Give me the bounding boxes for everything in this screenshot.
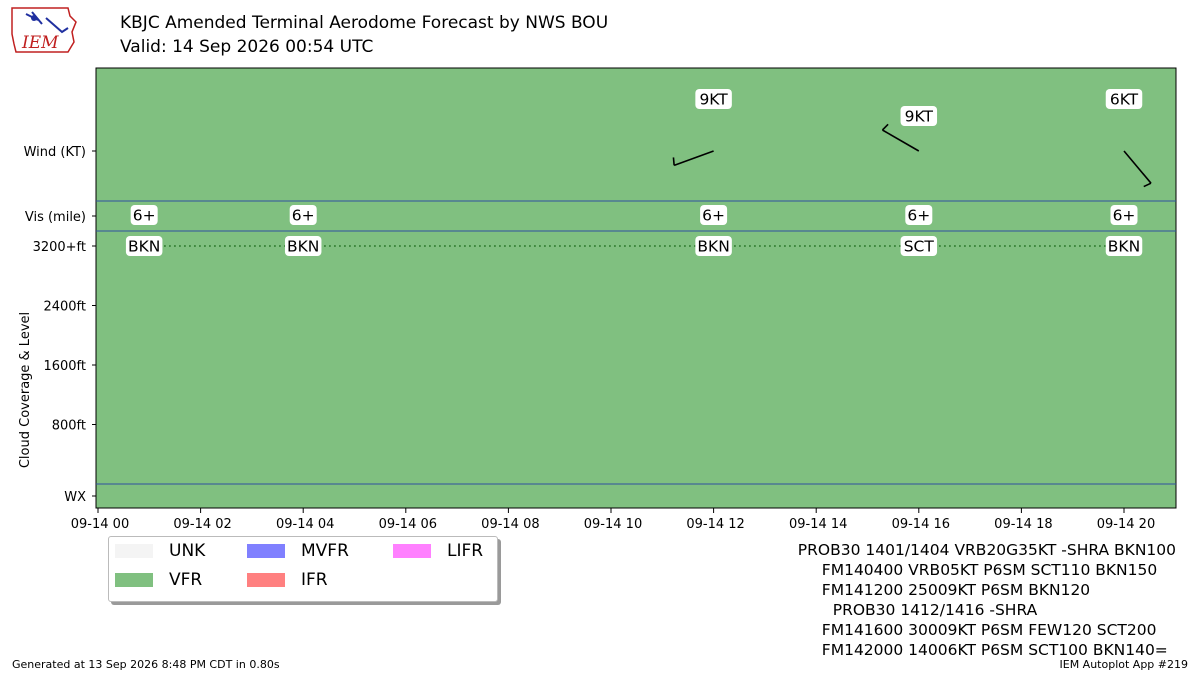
- x-tick-label-8: 09-14 16: [892, 517, 950, 532]
- wind-label-4-box: [1105, 89, 1143, 109]
- wind-label-2: 9KT: [699, 91, 728, 109]
- taf-line: FM142000 14006KT P6SM SCT100 BKN140=: [821, 641, 1168, 659]
- x-tick-label-7: 09-14 14: [789, 517, 847, 532]
- iem-logo: IEM: [11, 7, 77, 53]
- cloud-label-1-box: [284, 236, 322, 256]
- chart-title: KBJC Amended Terminal Aerodome Forecast …: [120, 13, 609, 33]
- y-row-label-0: Wind (KT): [24, 145, 86, 160]
- legend-item-ifr: IFR: [247, 570, 328, 590]
- vis-label-0-box: [130, 205, 158, 225]
- cloud-label-4: BKN: [1108, 238, 1140, 256]
- cloud-label-1: BKN: [287, 238, 319, 256]
- vis-label-2-box: [700, 205, 728, 225]
- vis-label-0: 6+: [133, 207, 156, 225]
- legend: UNK VFR MVFR IFR LIFR: [108, 536, 498, 602]
- vfr-background: [95, 67, 1177, 509]
- cloud-label-3-box: [900, 236, 938, 256]
- legend-item-mvfr: MVFR: [247, 541, 349, 561]
- x-tick-label-4: 09-14 08: [481, 517, 539, 532]
- x-tick-label-9: 09-14 18: [994, 517, 1052, 532]
- wind-barb-feather-4: [1143, 182, 1152, 188]
- x-tick-label-3: 09-14 06: [379, 517, 437, 532]
- legend-label: IFR: [301, 570, 328, 590]
- legend-label: UNK: [169, 541, 206, 561]
- footer-app: IEM Autoplot App #219: [1059, 658, 1189, 671]
- cloud-tick-label-2: 2400ft: [43, 300, 86, 315]
- legend-swatch: [247, 544, 285, 558]
- logo-text: IEM: [21, 33, 59, 53]
- legend-swatch: [393, 544, 431, 558]
- wind-barb-feather-3: [881, 123, 889, 131]
- wind-label-3-box: [900, 106, 938, 126]
- vis-label-2: 6+: [702, 207, 725, 225]
- vis-label-3-box: [905, 205, 933, 225]
- wind-label-2-box: [695, 89, 732, 109]
- wind-label-3: 9KT: [905, 108, 934, 126]
- wind-barb-staff-2: [673, 150, 714, 167]
- taf-line: PROB30 1401/1404 VRB20G35KT -SHRA BKN100: [797, 541, 1176, 559]
- cloud-label-2: BKN: [697, 238, 729, 256]
- cloud-label-0: BKN: [128, 238, 160, 256]
- row-separators: [96, 200, 1176, 485]
- x-tick-label-1: 09-14 02: [173, 517, 231, 532]
- vis-label-1: 6+: [292, 207, 315, 225]
- vis-label-4-box: [1110, 205, 1138, 225]
- cloud-tick-label-0: 800ft: [52, 419, 86, 434]
- legend-label: VFR: [169, 570, 203, 590]
- cloud-tick-label-3: 3200+ft: [33, 240, 86, 255]
- wind-barbs: [672, 123, 1152, 188]
- vis-label-1-box: [289, 205, 317, 225]
- legend-item-lifr: LIFR: [393, 541, 483, 561]
- x-tick-label-5: 09-14 10: [584, 517, 642, 532]
- legend-swatch: [247, 573, 285, 587]
- taf-text: PROB30 1401/1404 VRB20G35KT -SHRA BKN100…: [798, 540, 1176, 660]
- plot-area: [95, 67, 1177, 509]
- taf-line: FM140400 VRB05KT P6SM SCT110 BKN150: [821, 561, 1158, 579]
- legend-item-unk: UNK: [115, 541, 205, 561]
- wind-label-4: 6KT: [1110, 91, 1139, 109]
- legend-item-vfr: VFR: [115, 570, 202, 590]
- y-row-label-1: Vis (mile): [25, 210, 86, 225]
- legend-label: MVFR: [301, 541, 349, 561]
- x-tick-label-10: 09-14 20: [1097, 517, 1155, 532]
- x-tick-label-0: 09-14 00: [71, 517, 129, 532]
- taf-line: FM141200 25009KT P6SM BKN120: [821, 581, 1091, 599]
- wind-barb-staff-3: [882, 129, 920, 152]
- chart-subtitle: Valid: 14 Sep 2026 00:54 UTC: [120, 37, 374, 57]
- vis-label-3: 6+: [907, 207, 930, 225]
- x-tick-label-2: 09-14 04: [276, 517, 334, 532]
- taf-line: FM141600 30009KT P6SM FEW120 SCT200: [821, 621, 1157, 639]
- wind-barb-staff-4: [1123, 150, 1152, 184]
- y-axis-label: Cloud Coverage & Level: [18, 312, 33, 468]
- y-axis: Wind (KT) Vis (mile) WX 800ft 1600ft 2400ft 32…: [24, 145, 96, 505]
- x-tick-label-6: 09-14 12: [686, 517, 744, 532]
- legend-swatch: [115, 544, 153, 558]
- cloud-tick-label-1: 1600ft: [43, 359, 86, 374]
- x-axis: 09-14 00 09-14 02 09-14 04 09-14 06 09-14 08…: [71, 508, 1155, 532]
- y-row-label-2: WX: [64, 490, 86, 505]
- cloud-label-4-box: [1105, 236, 1143, 256]
- cloud-label-0-box: [125, 236, 163, 256]
- cloud-label-2-box: [695, 236, 732, 256]
- wind-barb-feather-2: [672, 157, 675, 166]
- legend-label: LIFR: [447, 541, 484, 561]
- cloud-label-3: SCT: [904, 238, 935, 256]
- vis-label-4: 6+: [1113, 207, 1136, 225]
- taf-line: PROB30 1412/1416 -SHRA: [827, 601, 1038, 619]
- legend-swatch: [115, 573, 153, 587]
- footer-generated: Generated at 13 Sep 2026 8:48 PM CDT in …: [12, 658, 280, 671]
- forecast-labels: 6+ BKN 6+ BKN 6+ BKN 9KT 6+ SCT 9KT 6+ BKN 6KT: [125, 89, 1143, 256]
